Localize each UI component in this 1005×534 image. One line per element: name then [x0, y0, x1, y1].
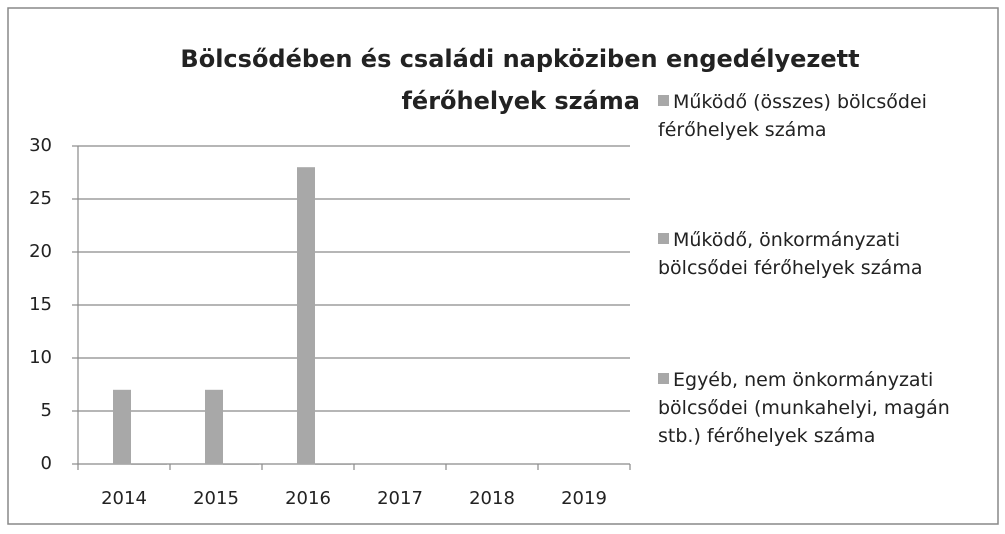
- bar: [205, 389, 223, 464]
- y-tick-label: 10: [29, 347, 52, 368]
- bar: [131, 464, 149, 465]
- bar: [315, 464, 333, 465]
- y-tick-label: 15: [29, 294, 52, 315]
- chart-title: férőhelyek száma: [401, 87, 640, 115]
- legend-entry: Működő (összes) bölcsődei férőhelyek szá…: [658, 88, 958, 144]
- bar: [297, 167, 315, 464]
- bar: [149, 464, 167, 465]
- x-tick-label: 2014: [101, 488, 147, 509]
- legend-swatch: [658, 233, 669, 244]
- legend-entry: Egyéb, nem önkormányzati bölcsődei (munk…: [658, 366, 958, 450]
- chart-title: Bölcsődében és családi napköziben engedé…: [180, 45, 859, 73]
- bar: [113, 389, 131, 464]
- legend-entry: Működő, önkormányzati bölcsődei férőhely…: [658, 226, 958, 282]
- chart-border: [7, 7, 999, 525]
- legend-label: Egyéb, nem önkormányzati bölcsődei (munk…: [658, 369, 950, 447]
- bar: [223, 464, 241, 465]
- x-tick-label: 2018: [469, 488, 515, 509]
- y-tick-label: 25: [29, 188, 52, 209]
- bar: [241, 464, 259, 465]
- legend-label: Működő (összes) bölcsődei férőhelyek szá…: [658, 91, 927, 141]
- x-tick-label: 2016: [285, 488, 331, 509]
- legend-swatch: [658, 95, 669, 106]
- x-tick-label: 2015: [193, 488, 239, 509]
- y-tick-label: 0: [41, 453, 52, 474]
- x-tick-label: 2019: [561, 488, 607, 509]
- legend-swatch: [658, 373, 669, 384]
- bar: [333, 464, 351, 465]
- y-tick-label: 30: [29, 135, 52, 156]
- legend-label: Működő, önkormányzati bölcsődei férőhely…: [658, 229, 923, 279]
- y-tick-label: 5: [41, 400, 52, 421]
- x-tick-label: 2017: [377, 488, 423, 509]
- y-tick-label: 20: [29, 241, 52, 262]
